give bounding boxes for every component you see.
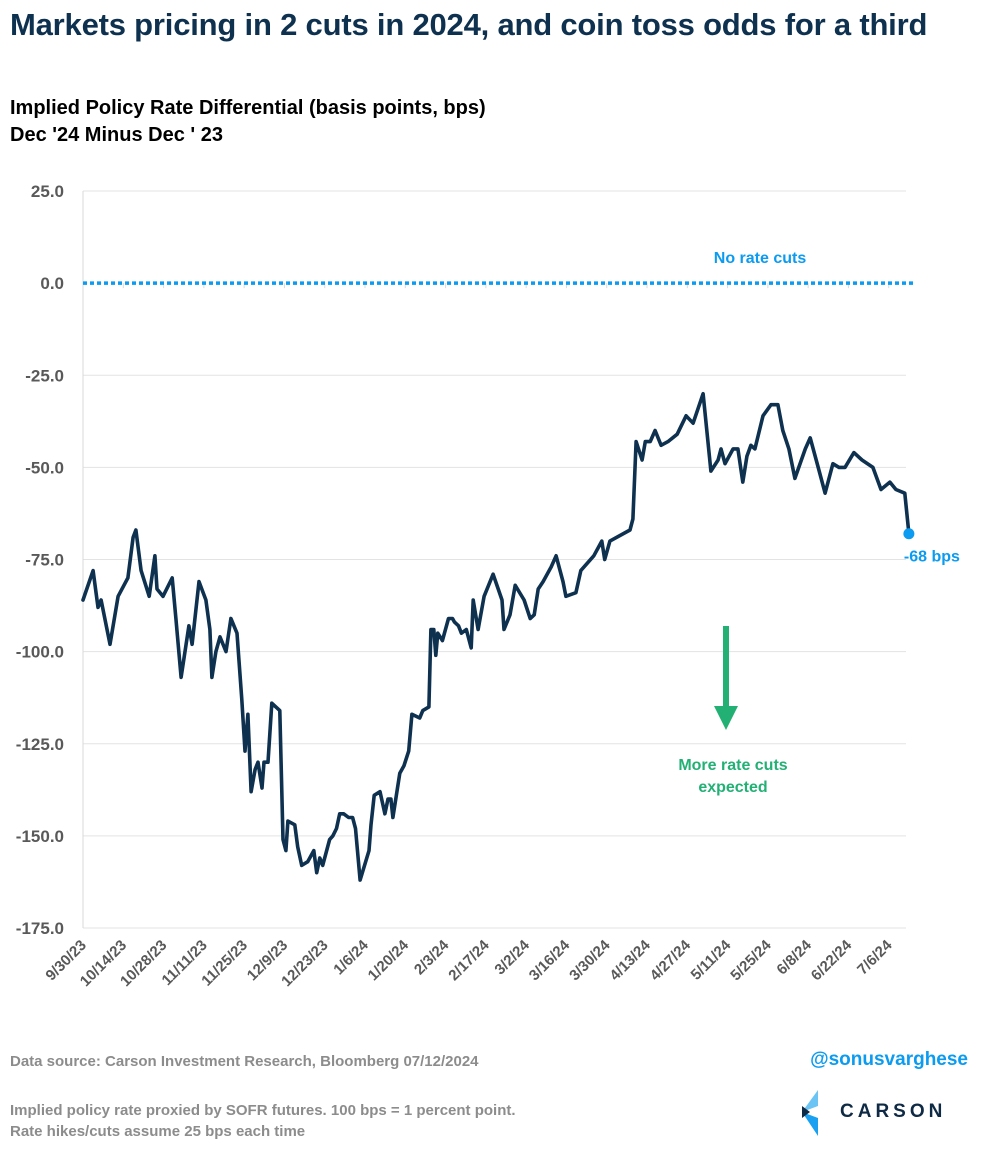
more-cuts-label-line-1: More rate cuts [678, 757, 787, 774]
y-tick-label: -125.0 [16, 735, 64, 754]
footnote-line-1: Implied policy rate proxied by SOFR futu… [10, 1102, 516, 1119]
y-tick-label: -25.0 [25, 366, 64, 385]
footnote-line-2: Rate hikes/cuts assume 25 bps each time [10, 1123, 306, 1140]
y-tick-label: -100.0 [16, 643, 64, 662]
y-tick-label: -175.0 [16, 919, 64, 938]
x-tick-label: 6/22/24 [808, 936, 856, 984]
x-tick-label: 4/27/24 [647, 936, 695, 984]
carson-logo: CARSON [796, 1090, 976, 1136]
x-tick-label: 5/11/24 [688, 936, 735, 983]
x-tick-label: 1/20/24 [365, 936, 413, 984]
series-line [81, 391, 911, 882]
x-tick-label: 5/25/24 [727, 936, 775, 984]
chart-subtitle: Implied Policy Rate Differential (basis … [10, 95, 486, 149]
y-axis: 25.0 0.0 -25.0 -50.0 -75.0 -100.0 -125.0 -150.0… [16, 182, 64, 938]
subtitle-line-2: Dec '24 Minus Dec ' 23 [10, 124, 223, 146]
carson-logo-text: CARSON [840, 1101, 947, 1122]
arrow-down-icon [714, 706, 738, 730]
endpoint-label: -68 bps [904, 549, 960, 566]
x-tick-label: 3/30/24 [566, 936, 614, 984]
x-tick-label: 7/6/24 [854, 936, 896, 978]
x-tick-label: 2/17/24 [445, 936, 493, 984]
y-tick-label: -50.0 [25, 458, 64, 477]
x-tick-label: 4/13/24 [606, 936, 654, 984]
gridlines [83, 190, 906, 929]
y-tick-label: 25.0 [31, 182, 64, 201]
y-tick-label: 0.0 [40, 274, 64, 293]
chart-title: Markets pricing in 2 cuts in 2024, and c… [10, 7, 928, 42]
arrow-shaft [723, 626, 729, 710]
no-rate-cuts-label: No rate cuts [714, 250, 807, 267]
endpoint-marker [903, 528, 915, 540]
line-chart: 25.0 0.0 -25.0 -50.0 -75.0 -100.0 -125.0 -150.0… [16, 182, 960, 990]
more-cuts-arrow [714, 626, 738, 730]
x-tick-label: 3/16/24 [526, 936, 574, 984]
carson-logo-icon [802, 1090, 818, 1136]
y-tick-label: -75.0 [25, 551, 64, 570]
twitter-handle[interactable]: @sonusvarghese [810, 1049, 968, 1070]
data-source: Data source: Carson Investment Research,… [10, 1053, 479, 1070]
subtitle-line-1: Implied Policy Rate Differential (basis … [10, 97, 486, 119]
y-tick-label: -150.0 [16, 827, 64, 846]
more-cuts-label-line-2: expected [698, 779, 767, 796]
